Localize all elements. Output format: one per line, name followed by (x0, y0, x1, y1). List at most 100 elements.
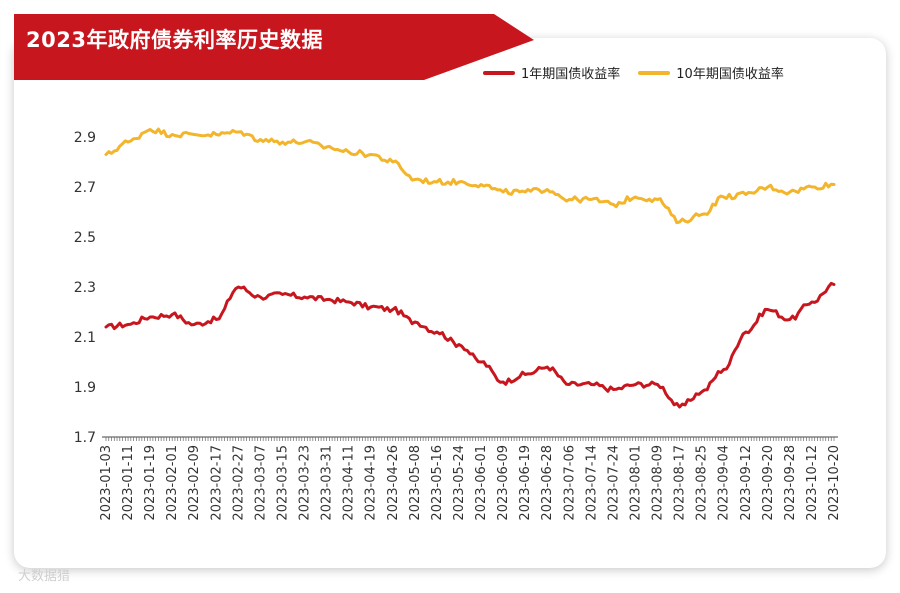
data-point-10y (104, 153, 107, 156)
series-line-10y (104, 127, 836, 225)
x-tick-label: 2023-03-15 (275, 445, 290, 521)
x-tick-label: 2023-05-08 (408, 445, 423, 521)
data-point-10y (391, 160, 394, 163)
legend: 1年期国债收益率 10年期国债收益率 (483, 63, 802, 82)
data-point-1y (524, 373, 527, 376)
x-tick-label: 2023-04-19 (364, 445, 379, 521)
data-point-10y (810, 185, 813, 188)
data-point-10y (369, 153, 372, 156)
data-point-1y (501, 380, 504, 383)
data-point-10y (546, 188, 549, 191)
data-point-10y (612, 203, 615, 206)
data-point-1y (546, 365, 549, 368)
x-tick-label: 2023-01-03 (99, 445, 114, 521)
data-point-10y (237, 130, 240, 133)
data-point-10y (215, 133, 218, 136)
x-tick-label: 2023-09-20 (761, 445, 776, 521)
data-point-1y (457, 343, 460, 346)
data-point-1y (259, 295, 262, 298)
data-point-1y (678, 405, 681, 408)
watermark: 大数据猎 (18, 569, 71, 584)
x-tick-label: 2023-03-23 (298, 445, 313, 521)
data-point-1y (479, 360, 482, 363)
y-tick-label: 2.3 (74, 280, 96, 296)
x-tick-label: 2023-04-26 (386, 445, 401, 521)
data-point-10y (744, 193, 747, 196)
data-point-1y (303, 295, 306, 298)
data-point-10y (524, 190, 527, 193)
data-point-1y (193, 323, 196, 326)
x-tick-label: 2023-02-27 (231, 445, 246, 521)
x-tick-label: 2023-07-14 (584, 445, 599, 521)
x-tick-label: 2023-01-11 (121, 445, 136, 521)
x-tick-label: 2023-08-01 (628, 445, 643, 521)
chart-card (14, 38, 886, 568)
data-point-1y (347, 300, 350, 303)
data-point-10y (722, 195, 725, 198)
data-point-1y (700, 390, 703, 393)
y-tick-label: 1.9 (74, 380, 96, 396)
data-point-1y (634, 383, 637, 386)
y-tick-label: 1.7 (74, 430, 96, 446)
x-tick-label: 2023-09-12 (739, 445, 754, 521)
x-tick-label: 2023-03-31 (320, 445, 335, 521)
data-point-1y (612, 388, 615, 391)
data-point-1y (126, 323, 129, 326)
legend-swatch-10y (638, 70, 671, 75)
y-tick-label: 2.5 (74, 230, 96, 246)
data-point-10y (347, 150, 350, 153)
x-tick-label: 2023-04-11 (342, 445, 357, 521)
data-point-1y (104, 325, 107, 328)
legend-label-1y: 1年期国债收益率 (521, 67, 621, 82)
data-point-10y (457, 180, 460, 183)
x-tick-label: 2023-03-07 (253, 445, 268, 521)
x-tick-label: 2023-07-06 (562, 445, 577, 521)
x-tick-label: 2023-09-04 (717, 445, 732, 521)
x-tick-label: 2023-08-09 (651, 445, 666, 521)
data-point-1y (413, 320, 416, 323)
data-point-10y (479, 183, 482, 186)
data-point-1y (215, 318, 218, 321)
data-point-10y (568, 198, 571, 201)
data-point-10y (435, 180, 438, 183)
data-point-1y (810, 300, 813, 303)
data-point-1y (722, 368, 725, 371)
title-banner (14, 14, 534, 80)
x-tick-label: 2023-05-16 (430, 445, 445, 521)
legend-swatch-1y (483, 70, 515, 75)
legend-item-10y: 10年期国债收益率 (638, 63, 784, 82)
data-point-10y (501, 190, 504, 193)
data-point-10y (149, 128, 152, 131)
data-point-1y (744, 330, 747, 333)
x-tick-label: 2023-02-01 (165, 445, 180, 521)
legend-label-10y: 10年期国债收益率 (676, 67, 784, 82)
data-point-10y (788, 190, 791, 193)
legend-item-1y: 1年期国债收益率 (483, 63, 620, 82)
series-line-1y (104, 281, 836, 409)
data-point-1y (149, 315, 152, 318)
data-point-1y (590, 383, 593, 386)
x-tick-label: 2023-02-09 (187, 445, 202, 521)
x-tick-label: 2023-05-24 (452, 445, 467, 521)
x-tick-label: 2023-10-20 (827, 445, 842, 521)
data-point-1y (369, 305, 372, 308)
data-point-10y (678, 220, 681, 223)
y-tick-label: 2.9 (74, 130, 96, 146)
data-point-10y (193, 133, 196, 136)
x-tick-label: 2023-06-19 (518, 445, 533, 521)
x-tick-label: 2023-08-17 (673, 445, 688, 521)
data-point-1y (788, 318, 791, 321)
data-point-10y (126, 140, 129, 143)
y-tick-label: 2.7 (74, 180, 96, 196)
chart-title: 2023年政府债券利率历史数据 (26, 28, 323, 52)
data-point-10y (832, 183, 835, 186)
data-point-1y (237, 285, 240, 288)
x-tick-label: 2023-06-01 (474, 445, 489, 521)
x-tick-label: 2023-09-28 (783, 445, 798, 521)
data-point-1y (832, 283, 835, 286)
data-point-1y (391, 308, 394, 311)
data-point-1y (171, 313, 174, 316)
data-point-1y (568, 383, 571, 386)
data-point-10y (303, 140, 306, 143)
